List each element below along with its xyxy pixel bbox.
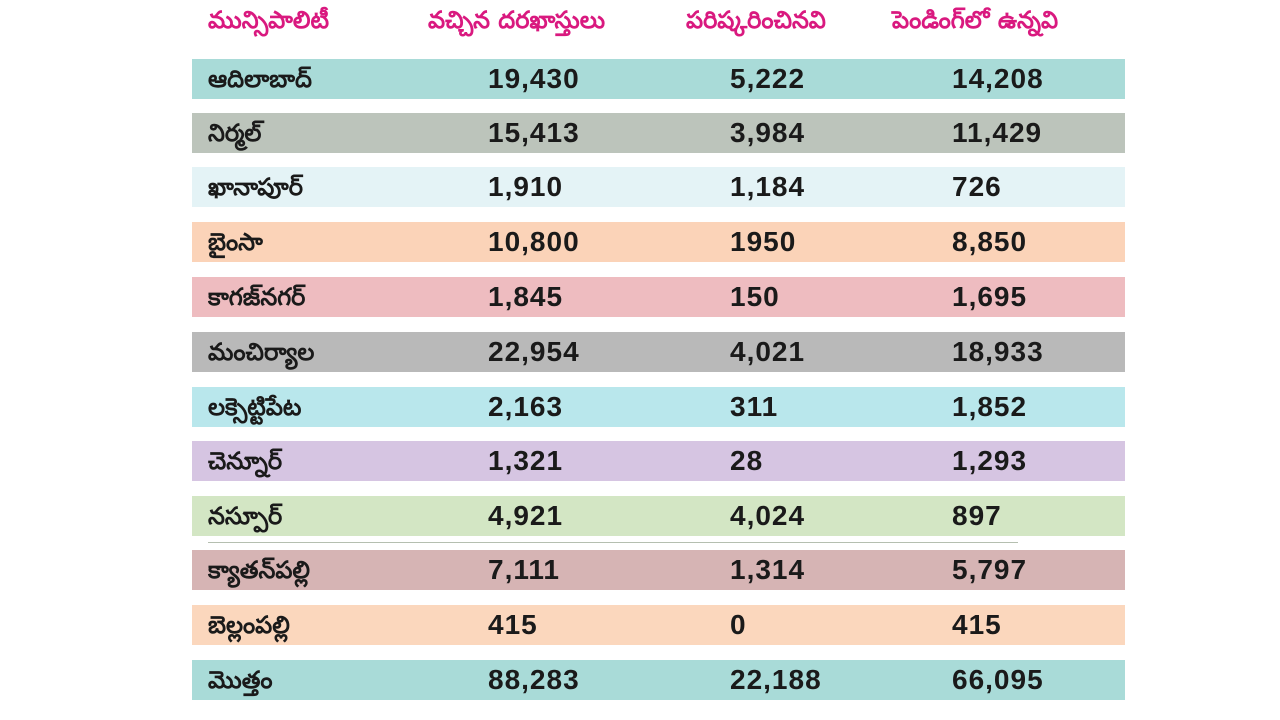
resolved-count: 1,314 xyxy=(730,554,806,585)
municipality-name: కాగజ్‌నగర్ xyxy=(208,283,306,311)
municipality-name: బైంసా xyxy=(208,228,263,256)
pending-count: 5,797 xyxy=(952,554,1028,585)
resolved-count: 150 xyxy=(730,281,780,312)
municipality-name: బెల్లంపల్లి xyxy=(208,611,290,639)
resolved-count: 4,021 xyxy=(730,336,806,367)
resolved-count: 0 xyxy=(730,609,747,640)
received-count: 2,163 xyxy=(488,391,564,422)
header-resolved: పరిష్కరించినవి xyxy=(686,6,826,34)
resolved-count: 311 xyxy=(730,391,779,422)
table-row: మంచిర్యాల 22,954 4,021 18,933 xyxy=(192,332,1125,372)
received-count: 22,954 xyxy=(488,336,580,367)
pending-count: 415 xyxy=(952,609,1002,640)
table-row: బైంసా 10,800 1950 8,850 xyxy=(192,222,1125,262)
table-row: ఆదిలాబాద్ 19,430 5,222 14,208 xyxy=(192,59,1125,99)
table-row: నిర్మల్ 15,413 3,984 11,429 xyxy=(192,113,1125,153)
pending-count: 14,208 xyxy=(952,63,1044,94)
municipality-name: లక్సెట్టిపేట xyxy=(208,393,302,421)
pending-count: 11,429 xyxy=(952,117,1043,148)
total-row: మొత్తం 88,283 22,188 66,095 xyxy=(192,660,1125,700)
municipality-name: క్యాతన్‌పల్లి xyxy=(208,556,310,584)
municipality-name: నస్పూర్ xyxy=(208,502,283,530)
pending-count: 1,852 xyxy=(952,391,1028,422)
header-pending: పెండింగ్‌లో ఉన్నవి xyxy=(892,6,1059,34)
table-row: నస్పూర్ 4,921 4,024 897 xyxy=(192,496,1125,536)
resolved-count: 5,222 xyxy=(730,63,806,94)
pending-count: 726 xyxy=(952,171,1002,202)
resolved-count: 1950 xyxy=(730,226,797,257)
total-resolved: 22,188 xyxy=(730,664,822,695)
pending-count: 1,695 xyxy=(952,281,1028,312)
table-row: చెన్నూర్ 1,321 28 1,293 xyxy=(192,441,1125,481)
pending-count: 897 xyxy=(952,500,1002,531)
total-pending: 66,095 xyxy=(952,664,1044,695)
received-count: 15,413 xyxy=(488,117,580,148)
municipality-name: ఖానాపూర్ xyxy=(208,173,303,201)
row-divider xyxy=(208,542,1018,543)
received-count: 1,845 xyxy=(488,281,564,312)
header-municipality: మున్సిపాలిటీ xyxy=(208,6,330,34)
pending-count: 8,850 xyxy=(952,226,1028,257)
resolved-count: 28 xyxy=(730,445,764,476)
received-count: 1,321 xyxy=(488,445,564,476)
received-count: 1,910 xyxy=(488,171,564,202)
received-count: 7,111 xyxy=(488,554,560,585)
resolved-count: 1,184 xyxy=(730,171,806,202)
table-row: బెల్లంపల్లి 415 0 415 xyxy=(192,605,1125,645)
table-header: మున్సిపాలిటీ వచ్చిన దరఖాస్తులు పరిష్కరిం… xyxy=(0,6,1280,44)
received-count: 415 xyxy=(488,609,538,640)
resolved-count: 4,024 xyxy=(730,500,806,531)
municipality-name: మంచిర్యాల xyxy=(208,338,315,366)
total-received: 88,283 xyxy=(488,664,580,695)
table-row: కాగజ్‌నగర్ 1,845 150 1,695 xyxy=(192,277,1125,317)
received-count: 19,430 xyxy=(488,63,580,94)
table-row: లక్సెట్టిపేట 2,163 311 1,852 xyxy=(192,387,1125,427)
municipality-name: చెన్నూర్ xyxy=(208,447,283,475)
pending-count: 1,293 xyxy=(952,445,1028,476)
table-row: క్యాతన్‌పల్లి 7,111 1,314 5,797 xyxy=(192,550,1125,590)
received-count: 4,921 xyxy=(488,500,564,531)
header-received: వచ్చిన దరఖాస్తులు xyxy=(428,6,606,34)
pending-count: 18,933 xyxy=(952,336,1044,367)
municipality-name: ఆదిలాబాద్ xyxy=(208,65,312,93)
table-row: ఖానాపూర్ 1,910 1,184 726 xyxy=(192,167,1125,207)
received-count: 10,800 xyxy=(488,226,580,257)
resolved-count: 3,984 xyxy=(730,117,806,148)
total-label: మొత్తం xyxy=(208,666,273,694)
municipality-name: నిర్మల్ xyxy=(208,119,262,147)
